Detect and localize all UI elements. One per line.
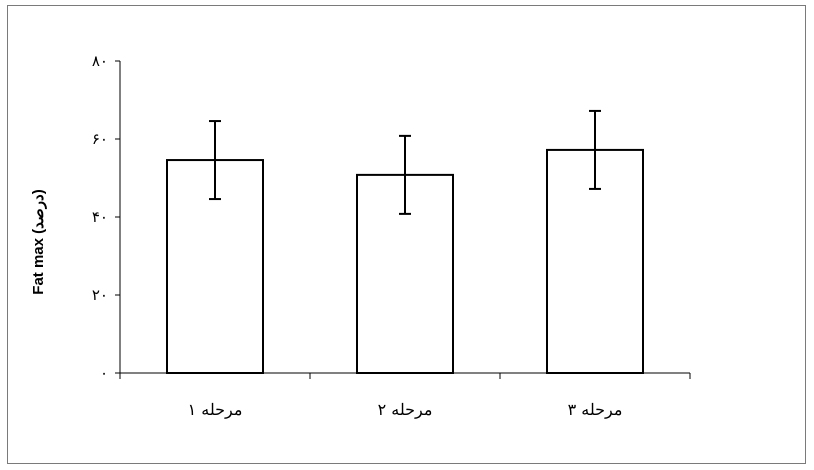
x-axis: مرحله ۱ مرحله ۲ مرحله ۳ xyxy=(119,372,691,419)
y-tick-label: ۸۰ xyxy=(92,52,108,70)
y-axis-title: Fat max (درصد) xyxy=(30,189,47,294)
error-bar xyxy=(589,109,601,190)
y-tick-label: ۶۰ xyxy=(92,130,108,148)
y-tick-label: ۲۰ xyxy=(92,286,108,304)
error-bars xyxy=(209,109,601,215)
error-bar xyxy=(399,134,411,215)
y-tick-label: ۴۰ xyxy=(92,208,108,226)
x-category-label: مرحله ۲ xyxy=(378,400,433,419)
bar-chart: ۰ ۲۰ ۴۰ ۶۰ ۸۰ مرحله ۱ مرحله ۲ مرحله ۳ Fat max … xyxy=(30,52,691,419)
chart-frame: ۰ ۲۰ ۴۰ ۶۰ ۸۰ مرحله ۱ مرحله ۲ مرحله ۳ Fat max … xyxy=(7,5,806,464)
x-category-label: مرحله ۱ xyxy=(188,400,243,419)
y-tick-label: ۰ xyxy=(100,364,108,382)
y-axis: ۰ ۲۰ ۴۰ ۶۰ ۸۰ xyxy=(92,52,121,382)
x-category-label: مرحله ۳ xyxy=(568,400,623,419)
error-bar xyxy=(209,120,221,201)
